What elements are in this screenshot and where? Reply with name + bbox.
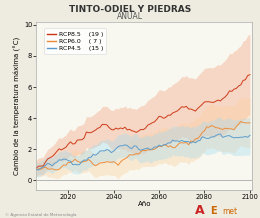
Text: TINTO-ODIEL Y PIEDRAS: TINTO-ODIEL Y PIEDRAS [69,5,191,14]
Y-axis label: Cambio de la temperatura máxima (°C): Cambio de la temperatura máxima (°C) [14,37,21,175]
Text: ANUAL: ANUAL [117,12,143,21]
X-axis label: Año: Año [138,201,151,207]
Text: E: E [211,206,217,216]
Text: © Agencia Estatal de Meteorología: © Agencia Estatal de Meteorología [5,213,77,217]
Legend: RCP8.5    (19 ), RCP6.0    ( 7 ), RCP4.5    (15 ): RCP8.5 (19 ), RCP6.0 ( 7 ), RCP4.5 (15 ) [44,28,106,54]
Text: A: A [195,204,205,217]
Text: met: met [222,207,237,216]
